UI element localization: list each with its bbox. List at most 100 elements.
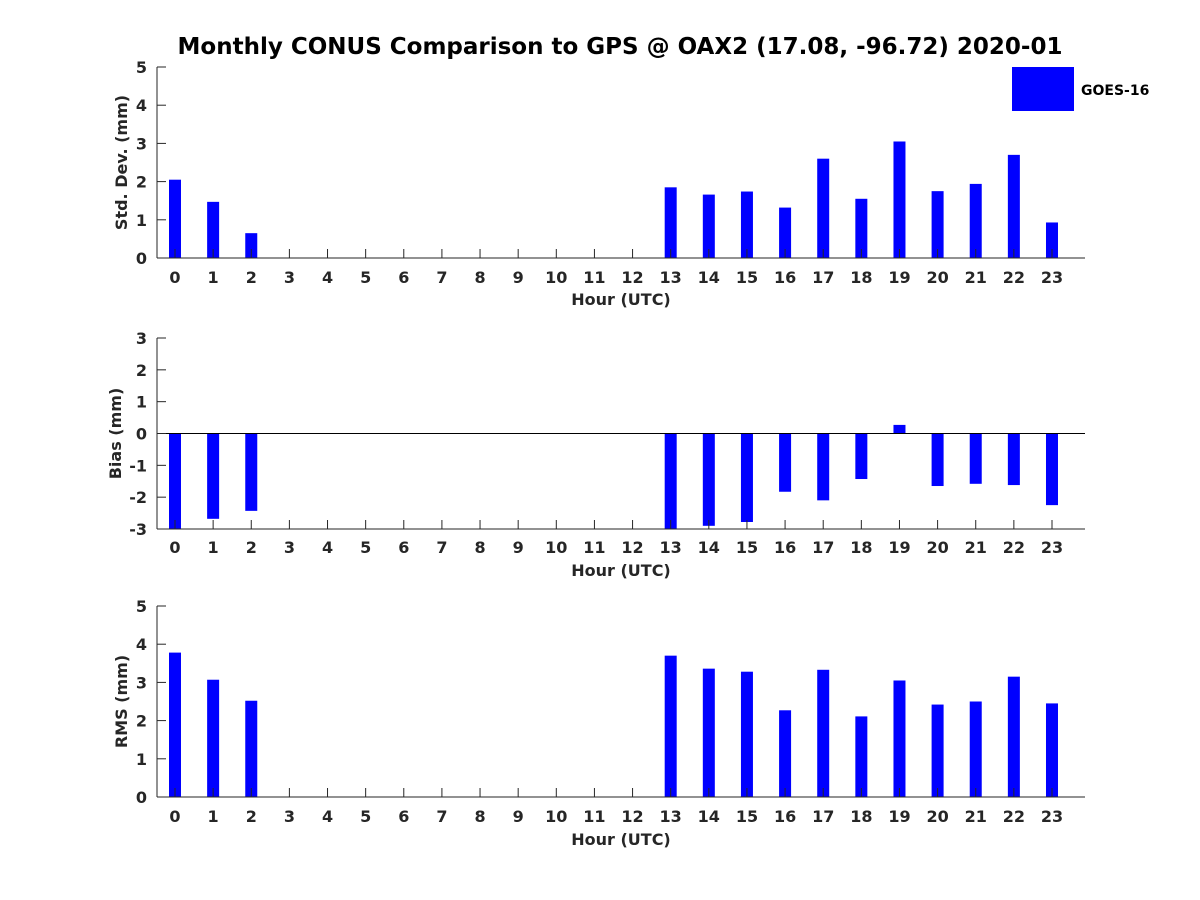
y-tick-label: 0 [136, 788, 147, 807]
x-tick-label: 4 [322, 538, 333, 557]
x-tick-label: 3 [284, 538, 295, 557]
bar-hour-18 [855, 198, 868, 258]
x-tick-label: 9 [513, 268, 524, 287]
y-axis-label: RMS (mm) [112, 655, 131, 748]
x-tick-label: 14 [698, 268, 720, 287]
x-tick-label: 0 [169, 538, 180, 557]
bar-hour-0 [169, 433, 181, 529]
x-tick-label: 11 [583, 807, 605, 826]
y-tick-label: 0 [136, 425, 147, 444]
x-tick-label: 20 [926, 538, 948, 557]
x-tick-label: 10 [545, 807, 567, 826]
x-tick-label: 12 [621, 807, 643, 826]
bar-hour-1 [207, 679, 220, 797]
x-tick-label: 17 [812, 268, 834, 287]
y-tick-label: 2 [136, 712, 147, 731]
bar-hour-13 [664, 187, 677, 258]
bar-hour-15 [740, 191, 753, 258]
bar-hour-0 [169, 652, 181, 797]
y-tick-label: 1 [136, 750, 147, 769]
bar-hour-0 [169, 179, 181, 258]
x-tick-label: 10 [545, 268, 567, 287]
bar-hour-19 [893, 424, 906, 434]
x-tick-label: 17 [812, 538, 834, 557]
x-tick-label: 23 [1041, 807, 1063, 826]
legend-label: GOES-16 [1081, 83, 1149, 99]
x-tick-label: 15 [736, 538, 758, 557]
y-tick-label: -1 [129, 456, 147, 475]
bar-hour-22 [1007, 433, 1020, 486]
bar-hour-2 [245, 433, 258, 511]
bar-hour-16 [779, 433, 792, 492]
x-tick-label: 12 [621, 538, 643, 557]
bar-hour-1 [207, 433, 220, 519]
x-tick-label: 14 [698, 807, 720, 826]
x-tick-label: 22 [1003, 268, 1025, 287]
bar-hour-20 [931, 191, 944, 258]
x-tick-label: 2 [246, 538, 257, 557]
bar-hour-22 [1007, 676, 1020, 797]
x-tick-label: 14 [698, 538, 720, 557]
x-tick-label: 7 [436, 538, 447, 557]
x-tick-label: 1 [208, 268, 219, 287]
bar-hour-19 [893, 141, 906, 258]
x-tick-label: 22 [1003, 807, 1025, 826]
y-tick-label: 0 [136, 249, 147, 268]
x-tick-label: 16 [774, 807, 796, 826]
y-tick-label: 5 [136, 58, 147, 77]
x-axis-label: Hour (UTC) [571, 830, 671, 849]
y-axis-label: Std. Dev. (mm) [112, 95, 131, 230]
x-axis-label: Hour (UTC) [571, 561, 671, 580]
x-tick-label: 3 [284, 807, 295, 826]
y-tick-label: 3 [136, 329, 147, 348]
y-tick-label: 2 [136, 173, 147, 192]
y-tick-label: 5 [136, 597, 147, 616]
x-tick-label: 5 [360, 807, 371, 826]
x-tick-label: 4 [322, 807, 333, 826]
x-tick-label: 18 [850, 268, 872, 287]
bar-hour-15 [740, 433, 753, 522]
y-tick-label: -3 [129, 520, 147, 539]
x-axis-label: Hour (UTC) [571, 290, 671, 309]
x-tick-label: 21 [965, 268, 987, 287]
x-tick-label: 3 [284, 268, 295, 287]
x-tick-label: 13 [660, 268, 682, 287]
y-axis-label: Bias (mm) [106, 388, 125, 480]
bar-hour-17 [817, 433, 830, 501]
bar-hour-21 [969, 183, 982, 258]
bar-hour-21 [969, 433, 982, 484]
x-tick-label: 20 [926, 807, 948, 826]
bar-hour-1 [207, 201, 220, 258]
bar-hour-2 [245, 700, 258, 797]
legend-swatch [1012, 67, 1074, 111]
x-tick-label: 2 [246, 807, 257, 826]
x-tick-label: 16 [774, 268, 796, 287]
x-tick-label: 11 [583, 268, 605, 287]
x-tick-label: 6 [398, 268, 409, 287]
x-tick-label: 7 [436, 268, 447, 287]
x-tick-label: 6 [398, 807, 409, 826]
bar-hour-14 [702, 194, 715, 258]
y-tick-label: 1 [136, 211, 147, 230]
x-tick-label: 9 [513, 807, 524, 826]
chart-title: Monthly CONUS Comparison to GPS @ OAX2 (… [178, 34, 1063, 60]
x-tick-label: 20 [926, 268, 948, 287]
bar-hour-23 [1045, 433, 1058, 506]
x-tick-label: 21 [965, 807, 987, 826]
y-tick-label: 1 [136, 393, 147, 412]
bar-hour-14 [702, 433, 715, 526]
x-tick-label: 17 [812, 807, 834, 826]
x-tick-label: 15 [736, 268, 758, 287]
bar-hour-16 [779, 207, 792, 258]
bar-hour-18 [855, 716, 868, 797]
bar-hour-21 [969, 701, 982, 797]
bar-hour-2 [245, 233, 258, 258]
y-tick-label: 3 [136, 134, 147, 153]
bar-hour-13 [664, 655, 677, 797]
x-tick-label: 6 [398, 538, 409, 557]
x-tick-label: 5 [360, 268, 371, 287]
